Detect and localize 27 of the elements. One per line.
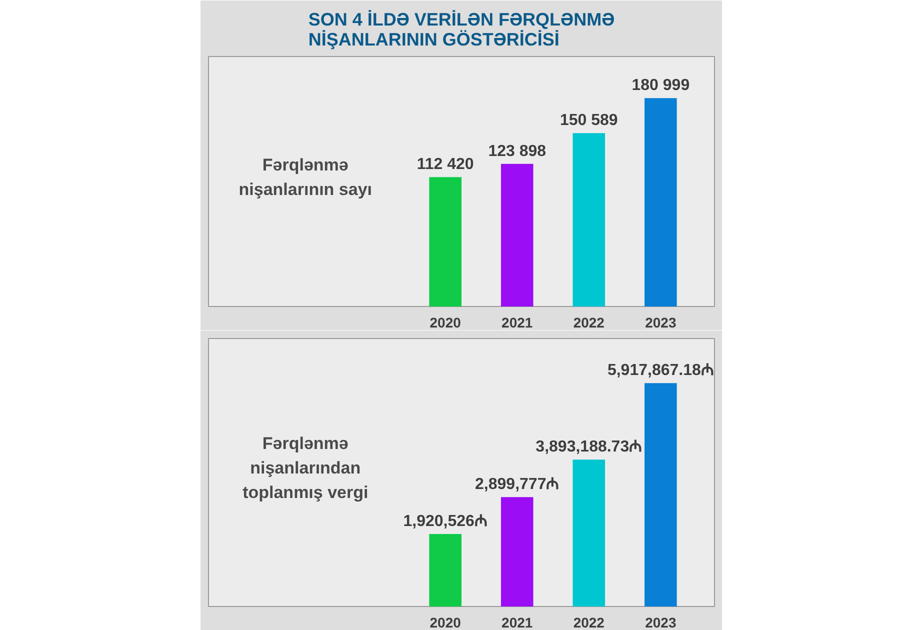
data-label: 5,917,867.18₼ bbox=[607, 362, 714, 380]
x-tick-label: 2021 bbox=[502, 314, 533, 330]
bar bbox=[572, 133, 606, 306]
x-tick-label: 2022 bbox=[573, 614, 605, 630]
data-label: 150 589 bbox=[560, 112, 618, 130]
bar bbox=[572, 460, 606, 606]
data-label: 180 999 bbox=[632, 77, 690, 94]
data-label: 123 898 bbox=[488, 142, 546, 160]
x-tick-label: 2020 bbox=[430, 314, 462, 330]
x-tick-label: 2021 bbox=[502, 614, 533, 630]
data-label: 3,893,188.73₼ bbox=[536, 438, 642, 456]
data-label: 2,899,777₼ bbox=[475, 476, 560, 494]
chart-title: SON 4 İLDƏ VERİLƏN FƏRQLƏNMƏ NİŞANLARININ GÖSTƏRİCİSİ bbox=[308, 10, 615, 50]
data-label: 1,920,526₼ bbox=[403, 513, 488, 530]
bar bbox=[644, 383, 677, 606]
bar bbox=[429, 177, 462, 306]
bar bbox=[500, 497, 534, 606]
x-tick-label: 2020 bbox=[430, 614, 462, 630]
bar bbox=[644, 98, 677, 306]
x-tick-label: 2023 bbox=[645, 614, 676, 630]
y-axis-title: Fərqlənmə nişanlarından toplanmış vergi bbox=[242, 434, 368, 502]
x-tick-label: 2022 bbox=[573, 314, 605, 330]
bar bbox=[429, 534, 462, 606]
data-label: 112 420 bbox=[416, 156, 474, 174]
y-axis-title: Fərqlənmə nişanlarının sayı bbox=[238, 155, 372, 200]
bar bbox=[500, 164, 534, 306]
x-tick-label: 2023 bbox=[645, 314, 676, 330]
